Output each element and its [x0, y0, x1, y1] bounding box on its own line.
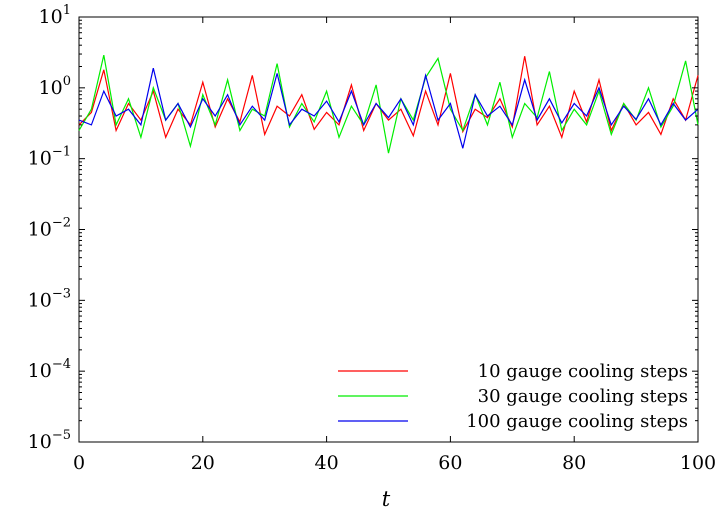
- y-tick-label: 10−4: [28, 357, 71, 382]
- x-tick-label: 60: [438, 452, 462, 474]
- legend: 10 gauge cooling steps 30 gauge cooling s…: [338, 361, 688, 432]
- legend-label-2: 30 gauge cooling steps: [478, 386, 688, 407]
- series-line-2: [78, 54, 699, 154]
- ticks-layer: 0 20 40 60 80 100 101 100 10−1 10−2 10−3 10−4 10−5: [28, 3, 716, 474]
- x-axis-label: t: [382, 487, 391, 511]
- x-tick-label: 100: [680, 452, 716, 474]
- legend-label-3: 100 gauge cooling steps: [466, 411, 688, 432]
- y-tick-label: 10−2: [28, 216, 71, 241]
- y-tick-label: 100: [39, 74, 71, 99]
- series-layer: [78, 54, 699, 154]
- x-tick-label: 0: [73, 452, 85, 474]
- y-tick-label: 10−1: [28, 145, 71, 170]
- x-tick-label: 40: [315, 452, 339, 474]
- y-tick-label: 10−5: [28, 428, 71, 453]
- x-tick-label: 80: [562, 452, 586, 474]
- series-line-3: [78, 67, 699, 149]
- x-tick-label: 20: [191, 452, 215, 474]
- y-tick-label: 101: [39, 3, 71, 28]
- y-tick-label: 10−3: [28, 286, 71, 311]
- series-line-1: [78, 56, 699, 140]
- legend-label-1: 10 gauge cooling steps: [478, 361, 688, 382]
